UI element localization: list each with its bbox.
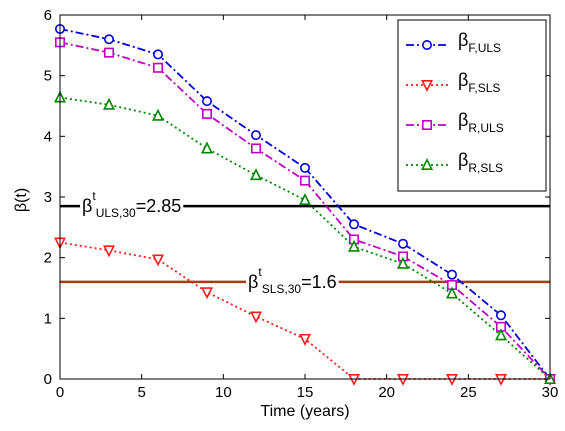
y-tick-label: 6 [44,7,52,24]
data-point [251,130,262,141]
data-point [397,256,409,269]
data-point [153,62,164,73]
data-point [397,238,408,249]
reference-label-subscript: ULS,30 [96,206,136,220]
series-line-r_uls [59,41,551,380]
reference-label-value: =2.85 [136,196,182,216]
reference-label-uls: βtULS,30=2.85 [82,189,181,220]
data-point [201,287,213,300]
legend-label-symbol: β [458,150,468,170]
reference-label-background [80,204,184,209]
x-axis-label: Time (years) [260,403,349,420]
data-point [201,141,213,154]
legend-entry-f_sls: βF,SLS [406,70,500,95]
x-tick-label: 15 [297,384,314,401]
legend-label: βF,SLS [458,70,500,95]
data-point [103,97,115,110]
data-point [495,328,507,341]
y-axis-label: β(t) [13,188,30,212]
y-tick-label: 1 [44,310,52,327]
legend-marker [421,39,432,50]
y-tick-label: 0 [44,371,52,388]
data-point [103,245,115,258]
legend-label: βR,SLS [458,150,503,175]
data-point [348,219,359,230]
reference-label-symbol: β [82,196,92,216]
data-point [495,310,506,321]
data-point [446,286,458,299]
legend-label: βF,ULS [458,30,501,55]
reference-label-superscript: t [258,265,262,279]
data-point [104,34,115,45]
legend-marker [421,80,433,92]
legend-label-symbol: β [458,110,468,130]
legend-marker [421,120,432,131]
legend-label-symbol: β [458,30,468,50]
data-point [250,168,262,181]
series-line-f_uls [59,28,551,380]
legend-box [397,19,547,192]
data-point [153,49,164,60]
data-point [250,311,262,324]
axes: 0 5 10 15 20 25 30 0 1 2 3 4 5 6 [44,7,559,401]
reference-label-background [246,279,339,284]
data-point [299,175,310,186]
legend-label-subscript: R,ULS [468,121,503,135]
data-point [202,108,213,119]
y-tick-label: 2 [44,250,52,267]
data-point [299,162,310,173]
reference-label-symbol: β [248,272,258,292]
data-point [152,254,164,267]
reference-label-superscript: t [92,189,96,203]
legend-entry-r_uls: βR,ULS [406,110,504,135]
legend-label-subscript: F,ULS [468,41,501,55]
y-tick-label: 5 [44,68,52,85]
legend-marker [421,158,433,170]
data-point [104,47,115,58]
reference-label-subscript: SLS,30 [262,282,302,296]
y-tick-label: 4 [44,128,52,145]
data-point [202,96,213,107]
legend-entry-f_uls: βF,ULS [406,30,501,55]
data-point [251,143,262,154]
data-point [152,108,164,121]
x-tick-label: 30 [542,384,559,401]
reference-label-sls: βtSLS,30=1.6 [248,265,337,296]
x-tick-label: 25 [460,384,477,401]
x-tick-label: 10 [215,384,232,401]
legend-entry-r_sls: βR,SLS [406,150,503,175]
data-point [446,269,457,280]
legend-label: βR,ULS [458,110,504,135]
legend-label-symbol: β [458,70,468,90]
y-tick-label: 3 [44,189,52,206]
legend-label-subscript: F,SLS [468,81,500,95]
legend-label-subscript: R,SLS [468,161,503,175]
x-tick-label: 20 [378,384,395,401]
data-point [299,193,311,206]
reference-label-value: =1.6 [301,272,337,292]
x-tick-label: 0 [56,384,64,401]
data-point [299,333,311,346]
data-point [348,239,360,252]
x-tick-label: 5 [137,384,145,401]
